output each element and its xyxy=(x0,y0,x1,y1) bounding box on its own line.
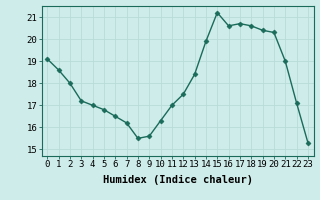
X-axis label: Humidex (Indice chaleur): Humidex (Indice chaleur) xyxy=(103,175,252,185)
